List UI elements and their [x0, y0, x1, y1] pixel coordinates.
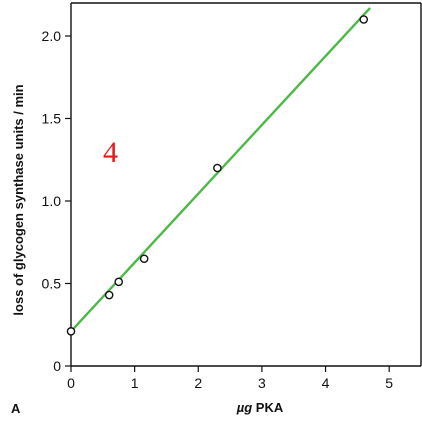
y-axis-ticks: 0 0.5 1.0 1.5 2.0	[42, 28, 71, 374]
x-axis-ticks: 0 1 2 3 4 5	[67, 366, 393, 391]
x-axis-title: µg PKA	[236, 400, 284, 415]
data-point	[213, 163, 222, 173]
data-point	[359, 15, 369, 24]
data-point	[139, 254, 149, 264]
data-points	[66, 15, 369, 336]
data-point	[66, 327, 76, 336]
y-tick-label: 2.0	[42, 28, 62, 44]
x-axis-title-suffix: PKA	[252, 400, 284, 415]
data-point	[114, 277, 124, 287]
y-tick-label: 1.5	[42, 111, 62, 127]
y-tick-label: 1.0	[42, 193, 62, 209]
y-tick-label: 0	[53, 358, 61, 374]
y-axis-title: loss of glycogen synthase units / min	[11, 84, 26, 315]
x-tick-label: 1	[131, 375, 139, 391]
plot-frame	[70, 2, 422, 367]
x-tick-label: 4	[322, 375, 330, 391]
x-tick-label: 0	[67, 375, 75, 391]
x-tick-label: 2	[194, 375, 202, 391]
x-axis-title-prefix: µg	[236, 400, 252, 415]
x-tick-label: 5	[385, 375, 393, 391]
panel-label: A	[11, 401, 21, 416]
red-annotation: 4	[103, 136, 118, 169]
x-tick-label: 3	[258, 375, 266, 391]
data-point	[104, 290, 114, 300]
y-tick-label: 0.5	[42, 276, 62, 292]
